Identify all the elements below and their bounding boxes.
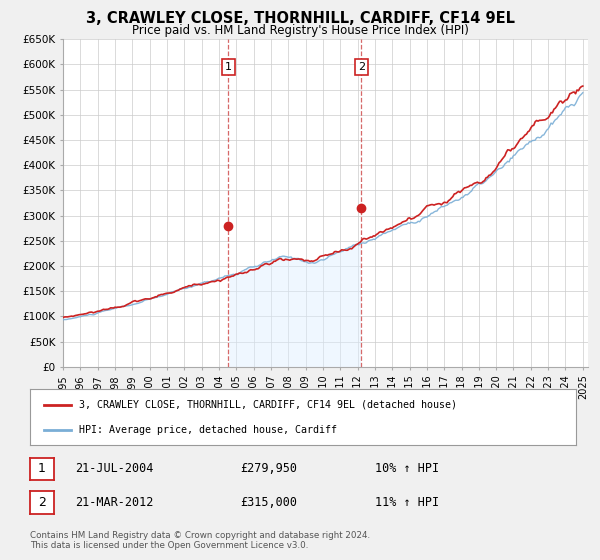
Text: 2: 2 (38, 496, 46, 509)
Text: 3, CRAWLEY CLOSE, THORNHILL, CARDIFF, CF14 9EL: 3, CRAWLEY CLOSE, THORNHILL, CARDIFF, CF… (86, 11, 515, 26)
Text: 10% ↑ HPI: 10% ↑ HPI (375, 462, 439, 475)
Text: 11% ↑ HPI: 11% ↑ HPI (375, 496, 439, 509)
Text: HPI: Average price, detached house, Cardiff: HPI: Average price, detached house, Card… (79, 424, 337, 435)
Text: Price paid vs. HM Land Registry's House Price Index (HPI): Price paid vs. HM Land Registry's House … (131, 24, 469, 37)
Text: 21-MAR-2012: 21-MAR-2012 (75, 496, 154, 509)
Text: Contains HM Land Registry data © Crown copyright and database right 2024.
This d: Contains HM Land Registry data © Crown c… (30, 531, 370, 550)
Text: 1: 1 (225, 62, 232, 72)
Text: 1: 1 (38, 462, 46, 475)
Text: 2: 2 (358, 62, 365, 72)
Text: 3, CRAWLEY CLOSE, THORNHILL, CARDIFF, CF14 9EL (detached house): 3, CRAWLEY CLOSE, THORNHILL, CARDIFF, CF… (79, 400, 457, 410)
Text: 21-JUL-2004: 21-JUL-2004 (75, 462, 154, 475)
Text: £315,000: £315,000 (240, 496, 297, 509)
Text: £279,950: £279,950 (240, 462, 297, 475)
